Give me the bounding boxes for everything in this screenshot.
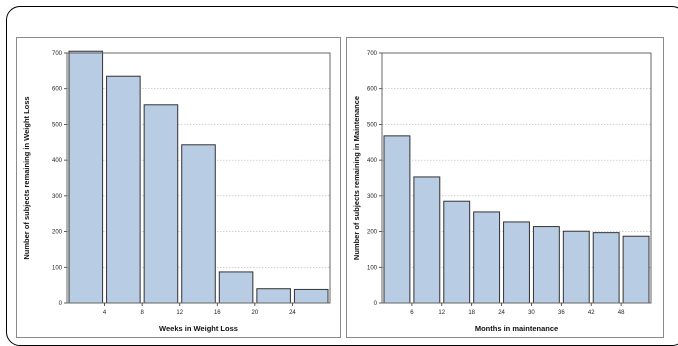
- plot-area: [381, 52, 652, 304]
- bar-30: [503, 221, 530, 304]
- maintenance-chart: 0 100 200 300 400 500 600 700 6 12 18 24 30 36 42 48 Mon…: [352, 51, 652, 333]
- y-tick-label: 600: [367, 87, 378, 93]
- y-tick-label: 700: [367, 51, 378, 57]
- bar-12: [143, 104, 179, 304]
- x-tick-label: 48: [618, 310, 625, 316]
- y-tick-label: 300: [52, 194, 63, 200]
- y-tick-label: 200: [367, 230, 378, 236]
- x-tick-label: 20: [252, 310, 259, 316]
- y-tick-label: 200: [52, 230, 63, 236]
- y-tick-label: 700: [52, 51, 63, 57]
- y-tick-label: 0: [59, 301, 63, 307]
- y-tick-label: 100: [52, 265, 63, 271]
- bar-8: [106, 75, 141, 304]
- y-axis-label: Number of subjects remaining in Weight L…: [22, 96, 31, 259]
- bar-18: [443, 200, 471, 304]
- bar-12: [413, 176, 441, 304]
- x-tick-label: 18: [468, 310, 475, 316]
- x-tick-label: 16: [214, 310, 221, 316]
- x-axis-label: Weeks in Weight Loss: [159, 324, 238, 333]
- y-axis-label: Number of subjects remaining in Maintena…: [352, 96, 361, 260]
- bar-24: [256, 288, 291, 304]
- y-tick-label: 0: [374, 301, 378, 307]
- y-tick-label: 400: [367, 158, 378, 164]
- bar-28: [293, 288, 329, 304]
- bar-48: [592, 232, 620, 304]
- bar-36: [532, 226, 560, 304]
- x-tick-label: 36: [558, 310, 565, 316]
- bar-16: [181, 144, 216, 304]
- maintenance-chart-panel: 0 100 200 300 400 500 600 700 6 12 18 24 30 36 42 48 Mon…: [346, 37, 664, 338]
- x-tick-label: 12: [176, 310, 183, 316]
- bar-4: [68, 50, 104, 304]
- x-tick-label: 12: [438, 310, 445, 316]
- y-tick-label: 500: [52, 122, 63, 128]
- x-tick-label: 24: [498, 310, 505, 316]
- y-tick-label: 600: [52, 87, 63, 93]
- weight-loss-chart-panel: 0 100 200 300 400 500 600 700 4 8 12 16 20 24 Weeks in…: [16, 37, 341, 338]
- y-tick-label: 500: [367, 122, 378, 128]
- y-tick-label: 400: [52, 158, 63, 164]
- bar-42: [562, 230, 590, 304]
- x-tick-label: 24: [289, 310, 296, 316]
- x-tick-label: 42: [588, 310, 595, 316]
- bar-20: [218, 271, 254, 304]
- bar-54: [622, 235, 650, 304]
- y-tick-label: 300: [367, 194, 378, 200]
- x-tick-label: 30: [528, 310, 535, 316]
- bar-24: [473, 211, 501, 304]
- y-tick-label: 100: [367, 265, 378, 271]
- weight-loss-chart: 0 100 200 300 400 500 600 700 4 8 12 16 20 24 Weeks in…: [22, 50, 331, 333]
- x-tick-label: 8: [140, 310, 144, 316]
- x-axis-label: Months in maintenance: [475, 324, 558, 333]
- plot-area: [66, 52, 331, 304]
- bar-6: [383, 135, 411, 304]
- x-tick-label: 4: [103, 310, 107, 316]
- x-tick-label: 6: [410, 310, 414, 316]
